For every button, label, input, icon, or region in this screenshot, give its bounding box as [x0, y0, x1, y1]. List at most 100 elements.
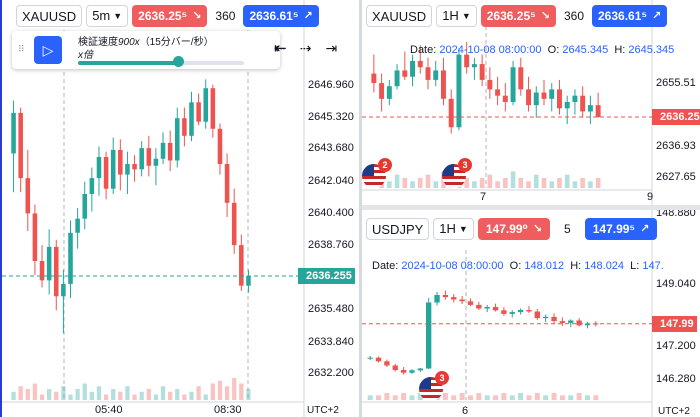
candle-body: [572, 95, 578, 102]
volume-bar: [392, 395, 398, 400]
quantity-field[interactable]: 5: [564, 222, 571, 236]
candle-body: [139, 148, 144, 170]
speed-slider-handle[interactable]: [172, 56, 184, 67]
price-tick: 2645.320: [308, 111, 354, 123]
chart-panel-usdjpy-1h[interactable]: 149.040 147.200 146.280 USDJPY 1H ▼ 147.99…: [362, 210, 700, 417]
high-label: H:: [570, 260, 582, 272]
candle-body: [409, 370, 415, 373]
buy-price: 2636.61⁵: [598, 9, 648, 23]
quantity-field[interactable]: 360: [563, 9, 584, 23]
volume-bar: [518, 393, 524, 400]
play-button[interactable]: ▷: [34, 36, 62, 64]
volume-bar: [576, 393, 582, 400]
candlestick-chart-usdjpy-1h[interactable]: 149.040 147.200 146.280: [362, 210, 700, 417]
timeframe-selector[interactable]: 1H ▼: [436, 5, 477, 27]
volume-bar: [467, 395, 473, 400]
volume-bar: [409, 395, 415, 400]
drag-handle-icon[interactable]: ⠿: [18, 44, 26, 54]
trend-up-icon: ↗: [652, 10, 662, 22]
replay-control-bar: ⠿ ▷ 検証速度900x（15分バー/秒） x倍 ⇤: [12, 31, 287, 69]
candle-body: [559, 321, 566, 323]
sell-button[interactable]: 2636.25⁵ ↘: [132, 5, 208, 27]
candle-body: [125, 164, 130, 175]
trend-up-icon: ↗: [303, 10, 313, 22]
us-flag-event-icon[interactable]: 3: [419, 371, 449, 401]
panel-divider-vertical[interactable]: [359, 0, 362, 417]
symbol-selector[interactable]: USDJPY: [366, 218, 430, 240]
volume-bar: [68, 394, 73, 400]
sell-price: 147.99⁰: [485, 222, 528, 236]
trend-down-icon: ↘: [540, 10, 550, 22]
symbol-label: XAUUSD: [22, 9, 77, 24]
jump-forward-icon[interactable]: ⇥: [325, 40, 338, 56]
volume-bar: [533, 174, 539, 188]
step-back-icon[interactable]: ⇤: [274, 40, 287, 57]
volume-bar: [402, 178, 408, 188]
volume-bar: [495, 181, 500, 188]
trend-up-icon: ↗: [640, 223, 650, 235]
sell-button[interactable]: 147.99⁰ ↘: [477, 218, 551, 240]
volume-bar: [18, 386, 23, 400]
price-tick: 146.280: [656, 373, 696, 385]
candle-body: [484, 307, 490, 309]
open-value: 2645.345: [562, 44, 609, 56]
event-count: 3: [458, 158, 472, 172]
trend-down-icon: ↘: [192, 10, 202, 22]
symbol-selector[interactable]: XAUUSD: [366, 5, 433, 27]
step-back-icon[interactable]: ⇠: [274, 40, 286, 56]
candle-body: [509, 312, 515, 314]
timeframe-selector[interactable]: 1H ▼: [433, 218, 474, 240]
buy-button[interactable]: 147.99⁵ ↗: [584, 218, 658, 240]
quantity-field[interactable]: 360: [215, 9, 236, 23]
volume-bar: [509, 395, 515, 400]
step-forward-icon[interactable]: ⇢: [299, 40, 312, 56]
time-tick: 05:40: [95, 404, 123, 416]
candle-body: [479, 64, 485, 80]
chevron-down-icon: ▼: [113, 11, 123, 21]
symbol-selector[interactable]: XAUUSD: [16, 5, 83, 27]
us-flag-event-icon[interactable]: 3: [442, 158, 472, 188]
buy-button[interactable]: 2636.61⁵ ↗: [592, 5, 668, 27]
candle-body: [425, 67, 431, 80]
volume-bar: [588, 181, 593, 188]
sell-button[interactable]: 2636.25⁵ ↘: [480, 5, 556, 27]
volume-bar: [103, 394, 109, 400]
volume-bar: [526, 395, 532, 400]
volume-bar: [580, 178, 585, 188]
timezone-label[interactable]: UTC+2: [307, 405, 339, 416]
us-flag-event-icon[interactable]: 2: [362, 158, 392, 188]
candle-body: [549, 89, 555, 99]
candle-body: [231, 202, 237, 246]
volume-bar: [132, 394, 137, 400]
volume-bar: [376, 395, 382, 400]
candle-body: [580, 95, 586, 112]
candle-body: [210, 88, 216, 129]
volume-bar: [210, 383, 215, 400]
candle-body: [556, 89, 562, 109]
candle-body: [132, 164, 137, 170]
timeframe-label: 1H: [442, 8, 459, 23]
volume-bar: [139, 391, 144, 400]
price-tick: 2642.040: [308, 175, 354, 187]
candle-body: [379, 83, 385, 99]
timezone-label[interactable]: UTC+2: [658, 406, 690, 417]
chart-panel-xauusd-5m[interactable]: 2646.960 2645.320 2643.680 2642.040 2640.400…: [0, 0, 360, 417]
ohlc-legend: Date: 2024-10-08 08:00:00 O: 148.012 H: …: [372, 260, 664, 272]
candle-body: [110, 149, 116, 189]
candle-body: [61, 283, 66, 297]
volume-bar: [510, 171, 516, 188]
volume-bar: [559, 395, 565, 400]
speed-text: 検証速度: [78, 37, 118, 48]
timeframe-selector[interactable]: 5m ▼: [86, 5, 129, 27]
volume-bar: [401, 393, 407, 400]
timeframe-label: 1H: [439, 221, 456, 236]
candle-body: [467, 301, 474, 305]
panel-divider-horizontal[interactable]: [362, 205, 700, 210]
speed-slider-track[interactable]: [78, 61, 244, 65]
symbol-label: USDJPY: [372, 222, 424, 237]
volume-bar: [503, 178, 508, 188]
speed-slider-fill: [78, 61, 178, 65]
buy-button[interactable]: 2636.61⁵ ↗: [243, 5, 319, 27]
